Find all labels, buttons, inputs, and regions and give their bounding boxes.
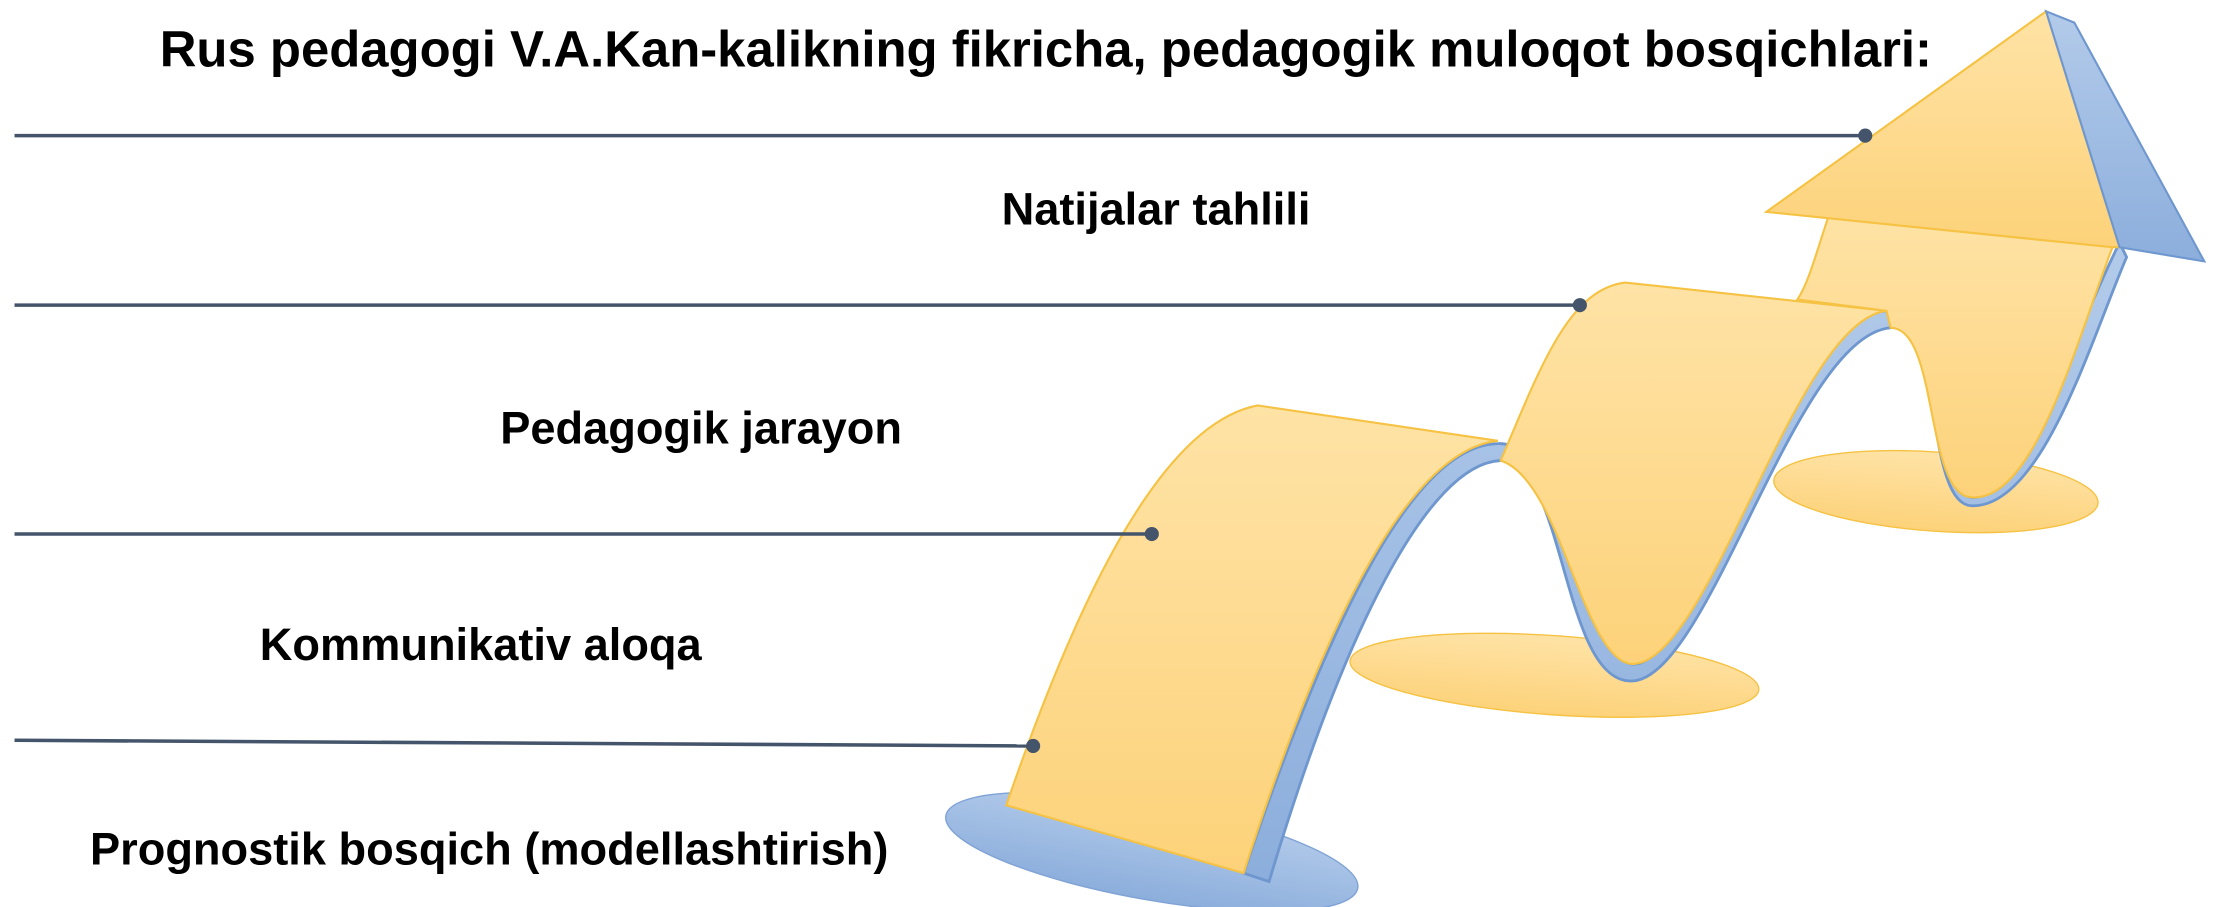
diagram: Rus pedagogi V.A.Kan-kalikning fikricha,…: [0, 0, 2216, 907]
leader-dot: [1145, 527, 1159, 541]
shadow: [1347, 622, 1761, 730]
shadow: [1771, 441, 2101, 543]
stage-label: Kommunikativ aloqa: [260, 619, 703, 670]
stage-label: Natijalar tahlili: [1002, 184, 1311, 235]
page: Rus pedagogi V.A.Kan-kalikning fikricha,…: [0, 0, 2216, 907]
stage-label: Prognostik bosqich (modellashtirish): [90, 824, 888, 875]
leader-dot: [1573, 298, 1587, 312]
leader-dot: [1858, 129, 1872, 143]
stage-label: Pedagogik jarayon: [500, 403, 902, 454]
leader-dot: [1026, 739, 1040, 753]
title: Rus pedagogi V.A.Kan-kalikning fikricha,…: [160, 20, 1932, 77]
leader-line: [15, 740, 1034, 746]
